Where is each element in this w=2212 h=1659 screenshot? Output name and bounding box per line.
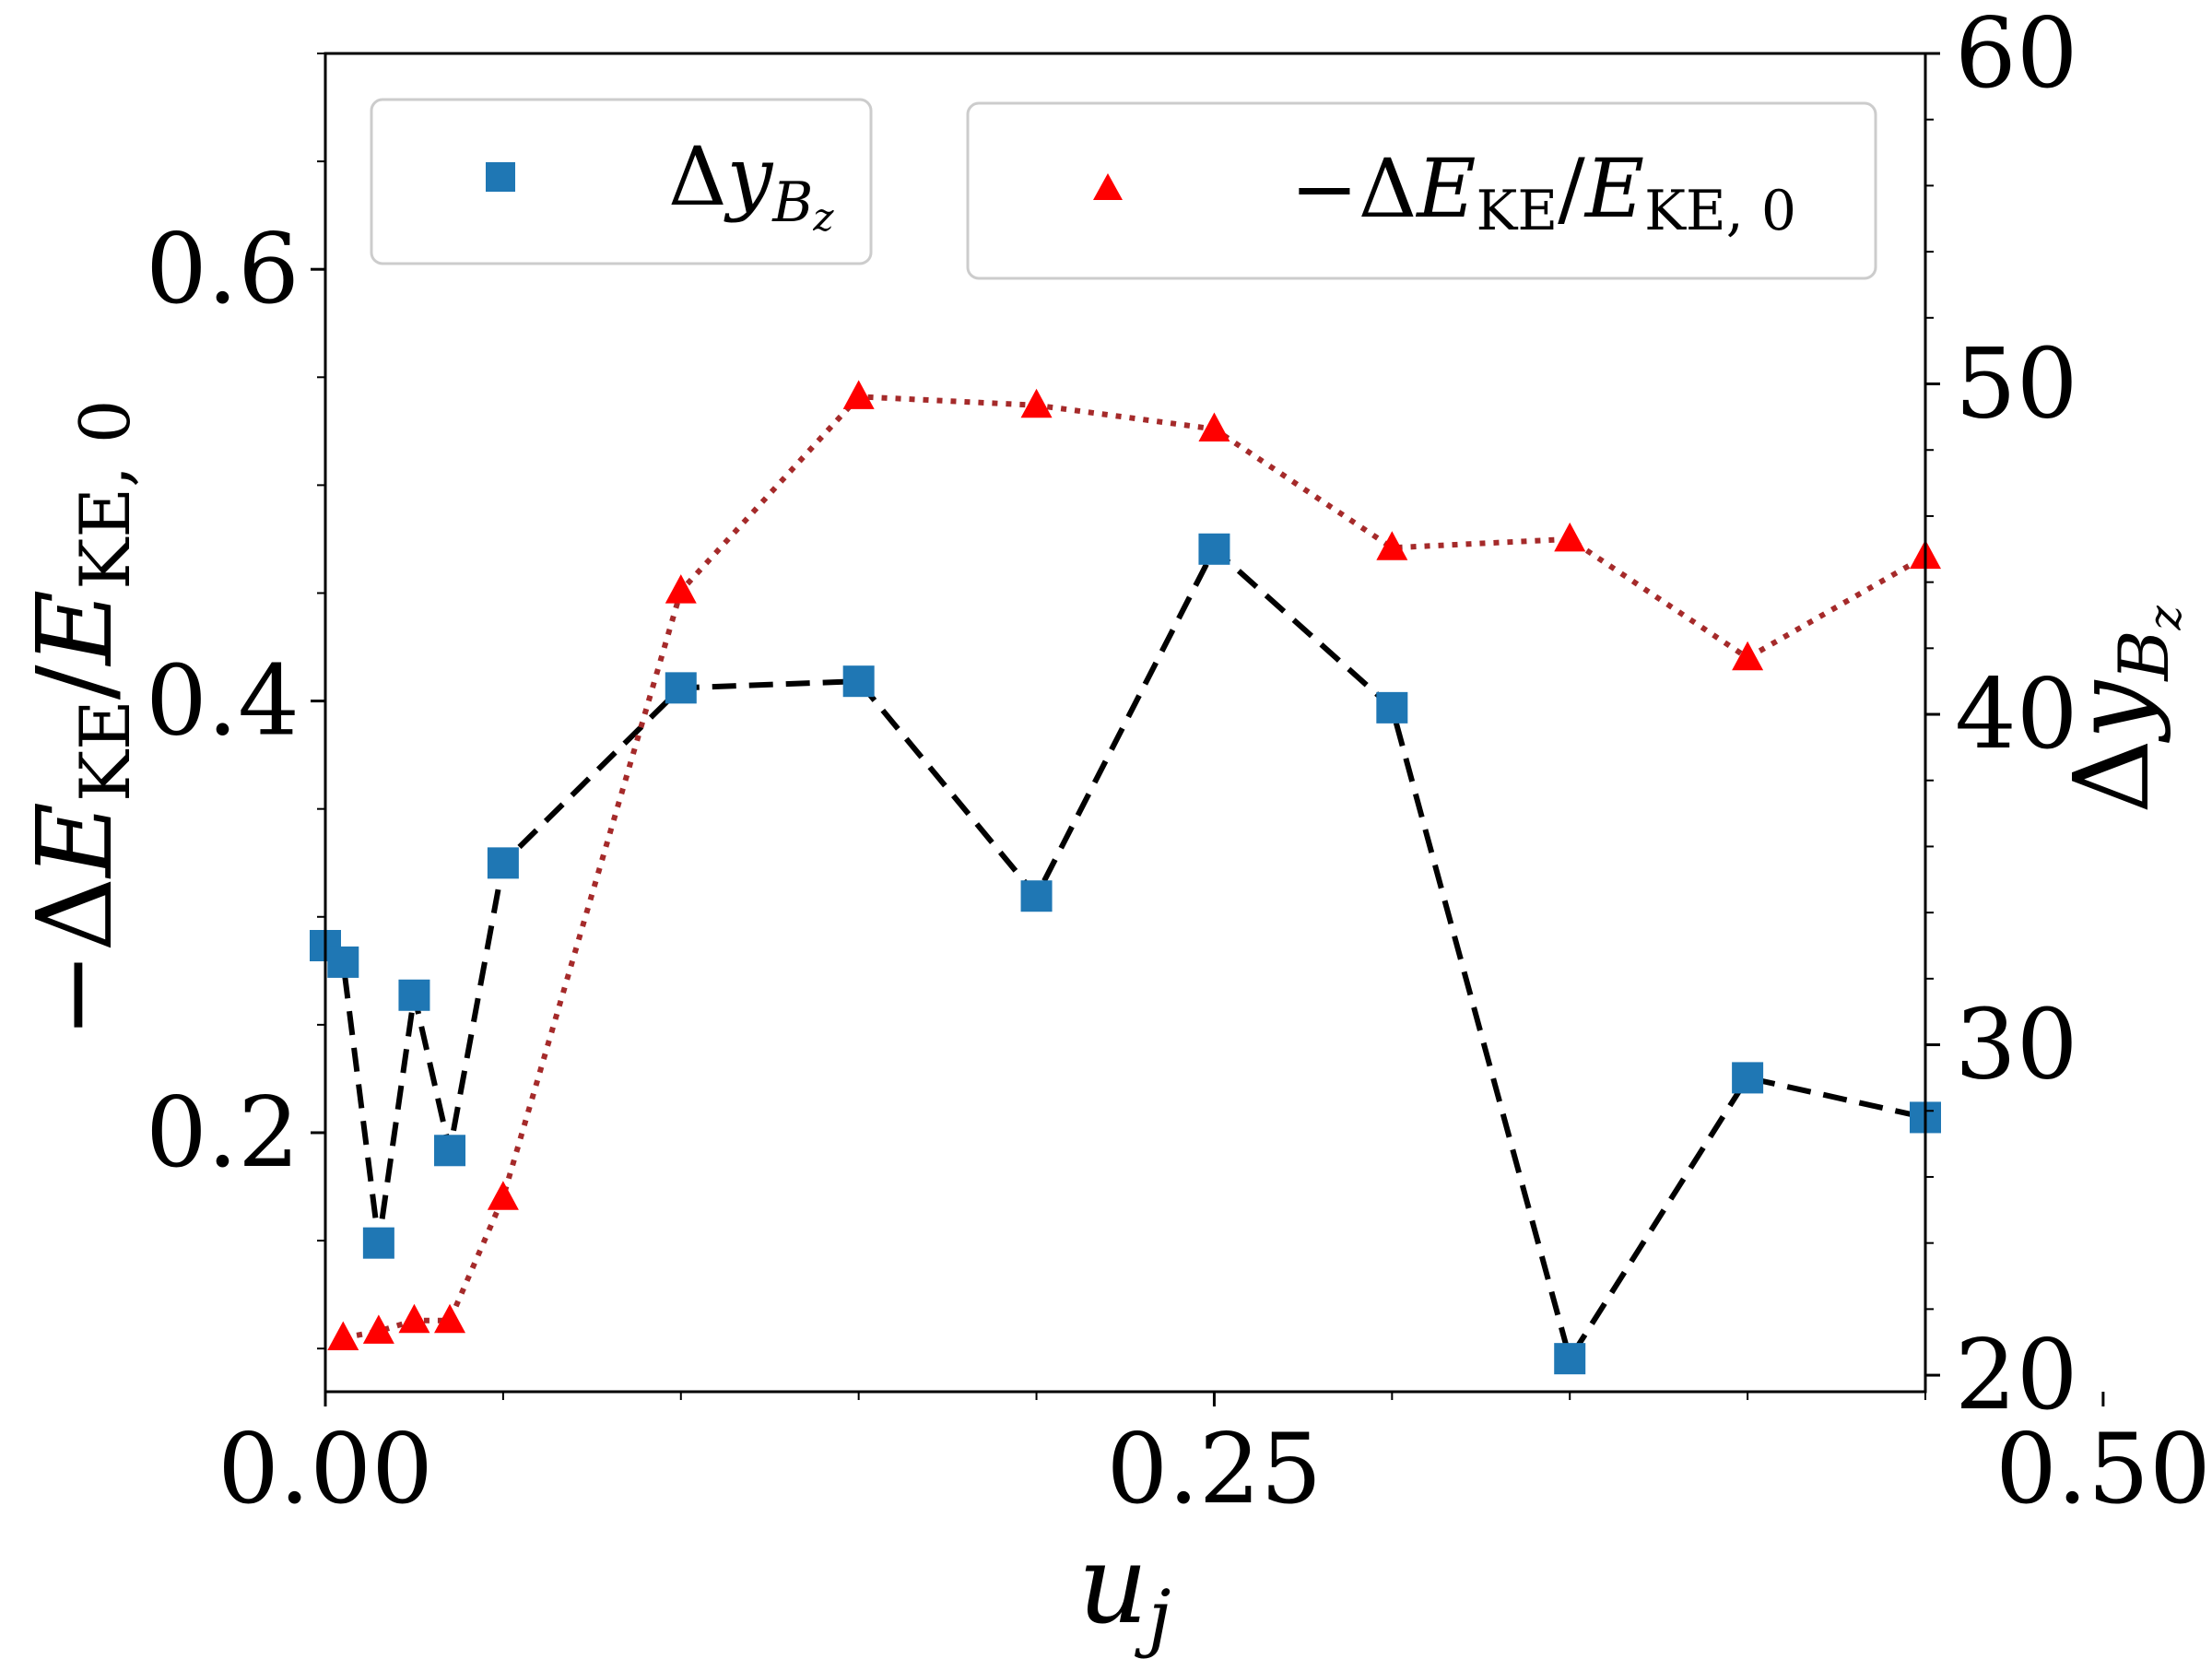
data-point-triangle <box>1732 641 1764 671</box>
data-point-square <box>362 1227 394 1259</box>
data-point-triangle <box>327 1321 359 1350</box>
x-tick-label: 0.25 <box>1107 1413 1323 1525</box>
data-point-triangle <box>362 1314 394 1344</box>
data-point-square <box>327 946 359 978</box>
data-point-triangle <box>1554 522 1586 552</box>
data-point-square <box>842 665 875 698</box>
y-right-axis-title: ΔyBz <box>2053 606 2192 814</box>
data-point-square <box>434 1135 466 1167</box>
data-point-triangle <box>1376 531 1408 560</box>
y-left-tick-label: 0.2 <box>146 1077 300 1189</box>
data-point-triangle <box>842 380 875 409</box>
y-right-tick-label: 30 <box>1955 989 2078 1101</box>
data-point-square <box>1554 1343 1586 1375</box>
y-right-tick-label: 60 <box>1955 0 2078 110</box>
y-right-tick-label: 20 <box>1955 1319 2078 1431</box>
x-axis-title: uj <box>1078 1521 1171 1659</box>
legend-item-dekE: −ΔEKE/EKE, 0 <box>966 101 1877 280</box>
legend-label-dekE: −ΔEKE/EKE, 0 <box>1290 141 1796 243</box>
data-point-square <box>487 847 519 879</box>
data-point-square <box>665 672 697 704</box>
data-point-square <box>1198 533 1230 565</box>
y-left-tick-label: 0.4 <box>146 645 300 758</box>
data-point-triangle <box>665 574 697 604</box>
series-line-0 <box>323 544 1926 1366</box>
legend-box-dy-bz <box>370 98 873 265</box>
legend-box-dekE <box>966 101 1877 280</box>
legend-label-dy-bz: ΔyBz <box>668 129 834 240</box>
y-right-tick-label: 40 <box>1955 658 2078 771</box>
data-point-triangle <box>487 1181 519 1210</box>
plot-frame <box>324 52 1927 1394</box>
data-point-square <box>398 979 430 1011</box>
y-left-axis-title: −ΔEKE/EKE, 0 <box>16 400 146 1039</box>
y-right-tick-label: 50 <box>1955 328 2078 441</box>
series-line-1 <box>342 394 1927 1341</box>
x-tick-label: 0.00 <box>218 1413 433 1525</box>
data-point-triangle <box>398 1303 430 1334</box>
legend-triangle-marker <box>1093 173 1123 200</box>
legend-item-dy-bz: ΔyBz <box>370 98 873 265</box>
data-point-triangle <box>1198 412 1230 441</box>
data-point-square <box>1732 1062 1764 1094</box>
data-point-triangle <box>434 1303 466 1334</box>
legend-square-marker <box>486 162 515 192</box>
x-tick-label: 0.50 <box>1995 1413 2211 1525</box>
data-point-triangle <box>1020 388 1053 418</box>
y-left-tick-label: 0.6 <box>146 213 300 325</box>
data-point-square <box>1376 691 1408 724</box>
data-point-square <box>1020 880 1053 912</box>
